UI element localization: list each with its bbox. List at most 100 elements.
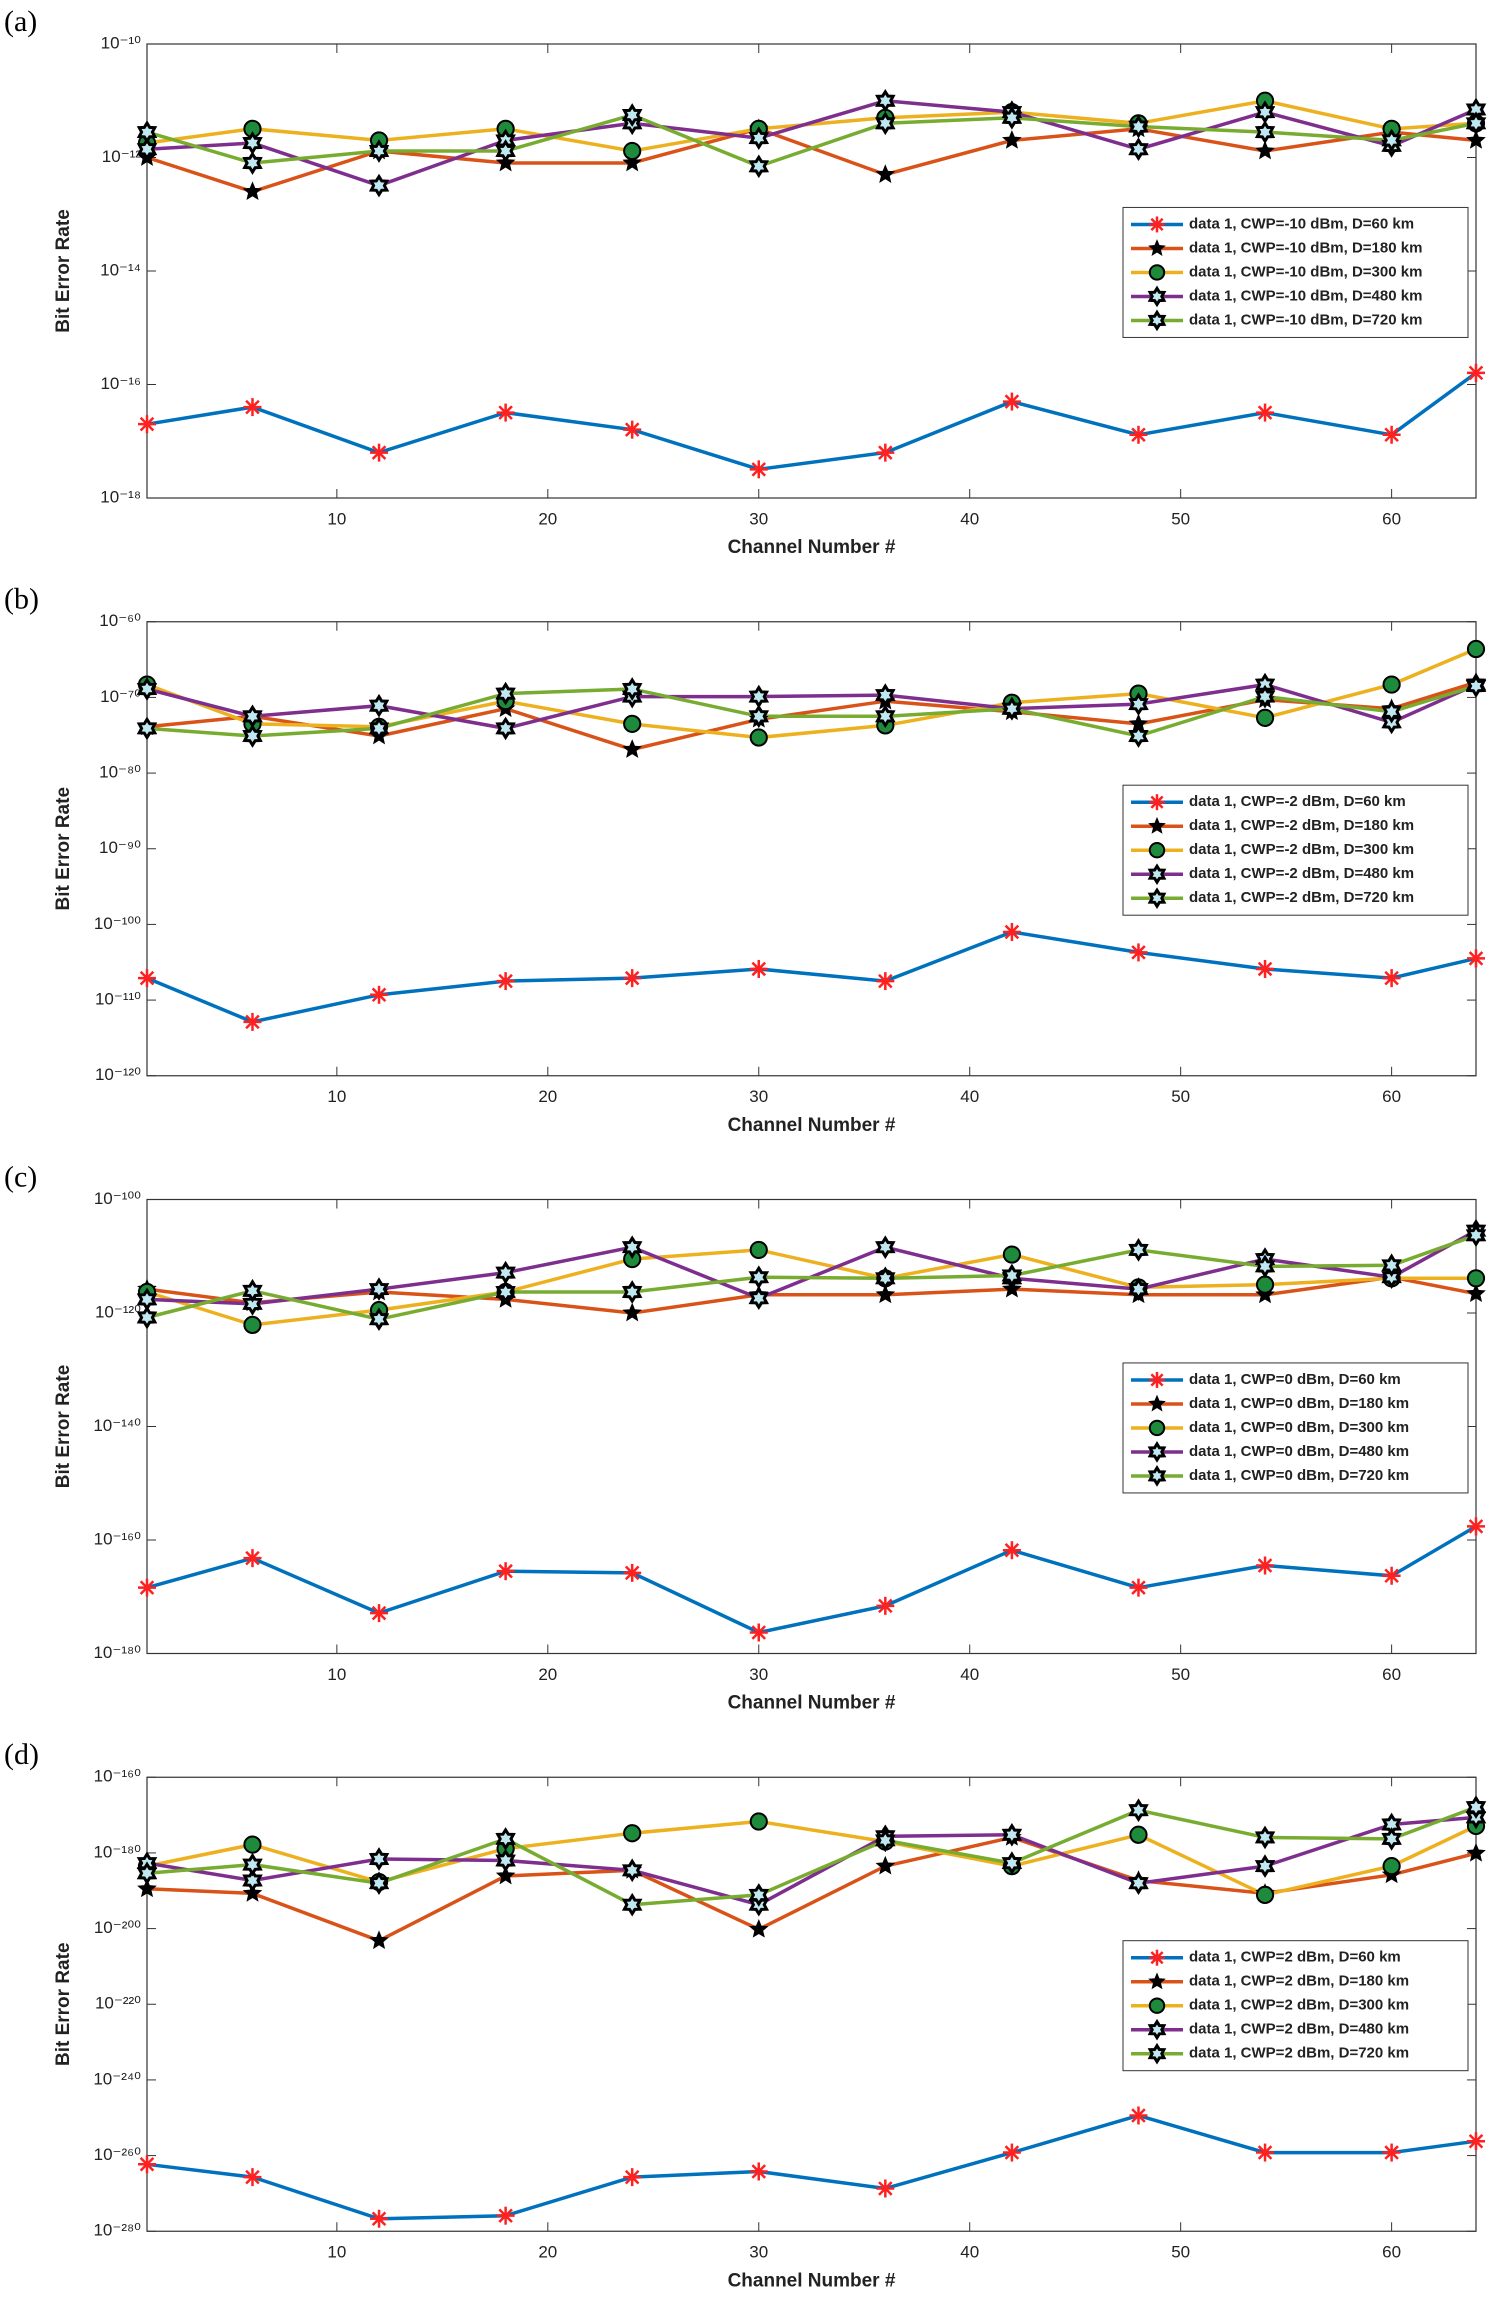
data-point (1254, 1254, 1276, 1279)
marker-part (1150, 1951, 1164, 1965)
data-point (1255, 1275, 1275, 1294)
y-tick-label: 10⁻¹⁸⁰ (93, 1643, 141, 1662)
x-tick-label: 30 (749, 2243, 768, 2262)
legend-label: data 1, CWP=-2 dBm, D=300 km (1189, 841, 1414, 858)
marker-part (371, 445, 387, 460)
marker-part (751, 462, 767, 477)
data-point (1256, 2143, 1275, 2162)
marker-part (749, 1240, 768, 1260)
marker-part (1150, 217, 1164, 231)
legend-label: data 1, CWP=0 dBm, D=480 km (1189, 1443, 1409, 1460)
y-tick-label: 10⁻²⁰⁰ (94, 1918, 141, 1937)
data-point (1381, 1265, 1402, 1290)
marker-part (1384, 2145, 1399, 2160)
data-point (1381, 1253, 1402, 1278)
data-point (621, 103, 643, 127)
marker-part (498, 2208, 513, 2223)
marker-part (136, 716, 158, 741)
x-tick-label: 50 (1171, 2243, 1190, 2262)
marker-part (495, 716, 516, 741)
marker-part (875, 1855, 896, 1875)
data-point (1255, 1284, 1275, 1304)
marker-part (878, 973, 893, 989)
x-tick-label: 30 (749, 509, 768, 528)
data-point (1002, 130, 1022, 149)
series-line (146, 684, 1477, 738)
marker-part (748, 1286, 770, 1311)
y-tick-label: 10⁻¹⁸ (100, 487, 141, 506)
marker-part (622, 152, 642, 172)
marker-part (875, 704, 896, 729)
data-point (370, 443, 389, 462)
data-point (138, 2155, 156, 2174)
legend-marker (1148, 264, 1166, 281)
panel-label: (b) (4, 583, 39, 616)
data-point (1129, 1825, 1148, 1844)
data-point (1128, 1277, 1149, 1301)
marker-part (624, 970, 640, 986)
marker-part (1254, 1254, 1276, 1279)
legend-marker (1149, 1949, 1165, 1966)
data-point (1465, 674, 1487, 698)
data-point (1465, 111, 1487, 136)
data-point (368, 139, 390, 163)
marker-part (1465, 674, 1487, 698)
marker-part (1381, 1827, 1402, 1851)
marker-part (368, 173, 390, 198)
marker-part (1147, 887, 1167, 910)
marker-part (1255, 1275, 1275, 1294)
data-point (1467, 363, 1485, 382)
data-point (1466, 1269, 1486, 1288)
data-point (136, 677, 158, 701)
series-line (146, 99, 1477, 153)
data-point (243, 2168, 262, 2187)
data-point (1382, 969, 1401, 988)
data-point (1466, 1283, 1486, 1303)
data-point (1001, 105, 1023, 130)
y-tick-label: 10⁻¹⁴ (100, 260, 141, 279)
data-point (623, 714, 642, 733)
data-point (242, 151, 263, 175)
marker-part (368, 716, 390, 741)
panel-label: (d) (4, 1738, 39, 1771)
x-tick-label: 60 (1382, 1087, 1401, 1106)
data-point (137, 1878, 157, 1898)
data-point (875, 1266, 896, 1291)
y-tick-label: 10⁻⁸⁰ (99, 763, 141, 782)
y-tick-label: 10⁻¹² (102, 147, 142, 166)
marker-part (623, 1824, 642, 1843)
marker-part (1131, 427, 1146, 443)
data-point (368, 716, 390, 741)
data-point (623, 2168, 642, 2187)
marker-part (751, 2164, 767, 2179)
x-tick-label: 40 (960, 2243, 979, 2262)
data-point (1467, 2132, 1485, 2151)
data-point (1002, 1245, 1022, 1264)
data-point (1466, 1843, 1486, 1862)
y-tick-label: 10⁻¹⁸⁰ (93, 1842, 141, 1861)
data-point (370, 985, 389, 1004)
marker-part (1148, 841, 1166, 859)
series-line (146, 1815, 1477, 1907)
data-point (1128, 724, 1149, 748)
y-tick-label: 10⁻²⁸⁰ (93, 2221, 141, 2240)
data-point (242, 181, 263, 200)
data-point (1129, 943, 1148, 962)
marker-part (242, 151, 263, 175)
marker-part (1004, 924, 1020, 940)
data-point (1254, 684, 1276, 709)
legend-marker (1148, 239, 1166, 256)
data-point (748, 1265, 770, 1290)
marker-part (1148, 264, 1166, 281)
data-point (1467, 1517, 1485, 1536)
marker-part (624, 422, 640, 437)
data-point (368, 1307, 390, 1332)
data-point (136, 137, 158, 162)
legend-marker (1149, 216, 1165, 233)
data-point (748, 1286, 770, 1311)
marker-part (1384, 1568, 1399, 1584)
legend-label: data 1, CWP=0 dBm, D=300 km (1189, 1419, 1409, 1436)
data-point (876, 443, 895, 462)
series-line (146, 126, 1477, 194)
marker-part (1001, 1851, 1023, 1875)
